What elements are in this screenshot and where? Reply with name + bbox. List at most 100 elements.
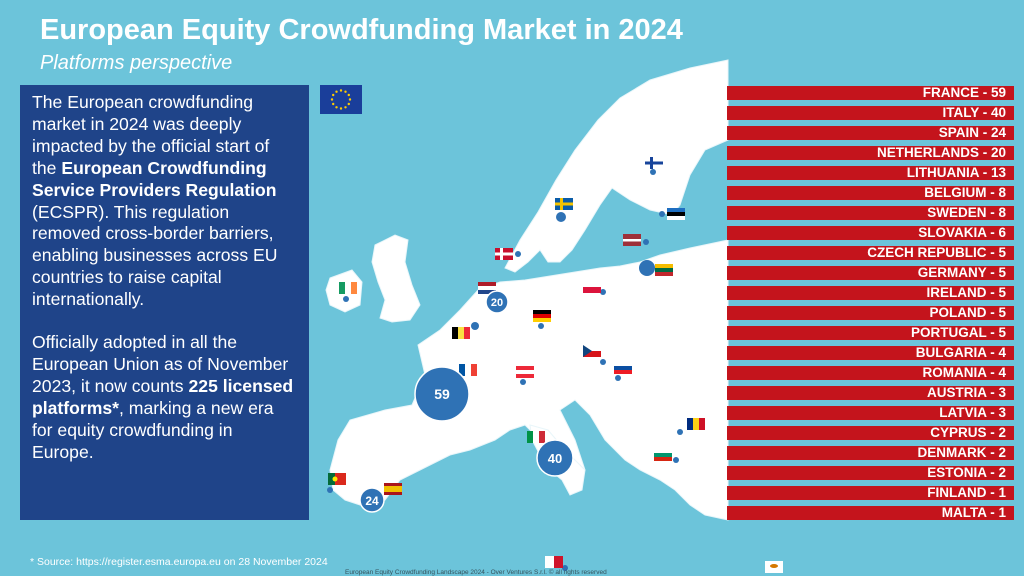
flag-finland-icon: [645, 157, 663, 169]
map-dot-lithuania: [639, 260, 655, 276]
ranking-bar: LITHUANIA - 13: [727, 166, 1014, 180]
ranking-bar: SWEDEN - 8: [727, 206, 1014, 220]
flag-austria-icon: [516, 366, 534, 378]
intro-text: , marking a new era for equity crowdfund…: [32, 397, 274, 462]
bubble-netherlands: [485, 290, 509, 314]
landmass-continent: [329, 239, 729, 521]
ranking-bar: ITALY - 40: [727, 106, 1014, 120]
flag-ireland-icon: [339, 282, 357, 294]
eu-star-icon: [339, 107, 343, 110]
page-title: European Equity Crowdfunding Market in 2…: [40, 14, 683, 46]
eu-star-icon: [344, 106, 347, 109]
ranking-bar: DENMARK - 2: [727, 446, 1014, 460]
flag-slovakia-icon: [614, 362, 632, 374]
ranking-bar: BULGARIA - 4: [727, 346, 1014, 360]
map-dot-sweden: [556, 212, 566, 222]
copyright-footer: European Equity Crowdfunding Landscape 2…: [345, 569, 607, 576]
ranking-bar: CZECH REPUBLIC - 5: [727, 246, 1014, 260]
eu-star-icon: [344, 90, 347, 93]
bubble-spain: [359, 487, 385, 513]
intro-highlight: European Crowdfunding Service Providers …: [32, 157, 277, 200]
map-dot-belgium: [471, 322, 479, 330]
bubble-france: [414, 366, 470, 422]
ranking-bar: FRANCE - 59: [727, 86, 1014, 100]
bubble-label-france: 59: [434, 386, 450, 402]
ranking-bar: FINLAND - 1: [727, 486, 1014, 500]
ranking-bar: GERMANY - 5: [727, 266, 1014, 280]
bubble-italy: [536, 439, 574, 477]
ranking-bar: MALTA - 1: [727, 506, 1014, 520]
ranking-bar: NETHERLANDS - 20: [727, 146, 1014, 160]
map-dot-portugal: [327, 487, 333, 493]
landmass-britain: [371, 234, 421, 323]
flag-romania-icon: [687, 418, 705, 430]
flag-netherlands-icon: [478, 282, 496, 294]
map-dot-germany: [538, 323, 544, 329]
flag-latvia-icon: [623, 234, 641, 246]
map-dot-estonia: [659, 211, 665, 217]
map-dot-ireland: [343, 296, 349, 302]
flag-estonia-icon: [667, 208, 685, 220]
flag-malta-icon: [545, 556, 563, 568]
map-dot-romania: [677, 429, 683, 435]
intro-paragraph-2: Officially adopted in all the European U…: [32, 332, 297, 463]
ranking-bar: ROMANIA - 4: [727, 366, 1014, 380]
eu-star-icon: [347, 93, 350, 97]
map-dot-poland: [600, 289, 606, 295]
source-footnote: * Source: https://register.esma.europa.e…: [30, 556, 328, 568]
map-dot-latvia: [643, 239, 649, 245]
landmass-scandinavia: [504, 59, 729, 273]
intro-text: Officially adopted in all the European U…: [32, 332, 289, 396]
intro-text: The European crowdfunding market in 2024…: [32, 92, 270, 178]
map-dot-slovakia: [615, 375, 621, 381]
map-dot-finland: [650, 169, 656, 175]
flag-belgium-icon: [452, 327, 470, 339]
eu-star-icon: [348, 98, 352, 101]
ranking-bar: LATVIA - 3: [727, 406, 1014, 420]
eu-star-icon: [332, 93, 335, 97]
eu-flag-icon: [320, 85, 362, 114]
flag-cyprus-icon: [765, 561, 783, 573]
ranking-bar: PORTUGAL - 5: [727, 326, 1014, 340]
map-dot-malta: [562, 565, 568, 571]
flag-czech-icon: [583, 345, 601, 357]
map-dot-austria: [520, 379, 526, 385]
flag-sweden-icon: [555, 198, 573, 210]
bubble-label-spain: 24: [365, 494, 379, 508]
eu-star-icon: [335, 106, 338, 109]
flag-france-icon: [459, 364, 477, 376]
ranking-bar: CYPRUS - 2: [727, 426, 1014, 440]
flag-italy-icon: [527, 431, 545, 443]
page-subtitle: Platforms perspective: [40, 52, 233, 74]
eu-star-icon: [339, 89, 343, 92]
ranking-bar: POLAND - 5: [727, 306, 1014, 320]
intro-highlight: 225 licensed platforms*: [32, 375, 294, 418]
map-dot-czech: [600, 359, 606, 365]
flag-spain-icon: [384, 483, 402, 495]
intro-text: (ECSPR). This regulation removed cross-b…: [32, 201, 278, 310]
ranking-bar: IRELAND - 5: [727, 286, 1014, 300]
flag-poland-icon: [583, 281, 601, 293]
eu-star-icon: [330, 98, 334, 101]
flag-denmark-icon: [495, 248, 513, 260]
flag-lithuania-icon: [655, 264, 673, 276]
ranking-bar: BELGIUM - 8: [727, 186, 1014, 200]
country-ranking: FRANCE - 59 ITALY - 40 SPAIN - 24 NETHERLAN…: [727, 86, 1014, 526]
flag-bulgaria-icon: [654, 449, 672, 461]
eu-star-icon: [332, 102, 335, 106]
eu-star-icon: [335, 90, 338, 93]
intro-paragraph-1: The European crowdfunding market in 2024…: [32, 92, 297, 311]
flag-germany-icon: [533, 310, 551, 322]
bubble-label-netherlands: 20: [491, 297, 503, 309]
map-dot-denmark: [515, 251, 521, 257]
map-dot-bulgaria: [673, 457, 679, 463]
flag-portugal-icon: [328, 473, 346, 485]
bubble-label-italy: 40: [548, 451, 562, 466]
ranking-bar: AUSTRIA - 3: [727, 386, 1014, 400]
ranking-bar: SPAIN - 24: [727, 126, 1014, 140]
ranking-bar: SLOVAKIA - 6: [727, 226, 1014, 240]
ranking-bar: ESTONIA - 2: [727, 466, 1014, 480]
intro-text-panel: The European crowdfunding market in 2024…: [20, 85, 309, 520]
eu-star-icon: [347, 102, 350, 106]
